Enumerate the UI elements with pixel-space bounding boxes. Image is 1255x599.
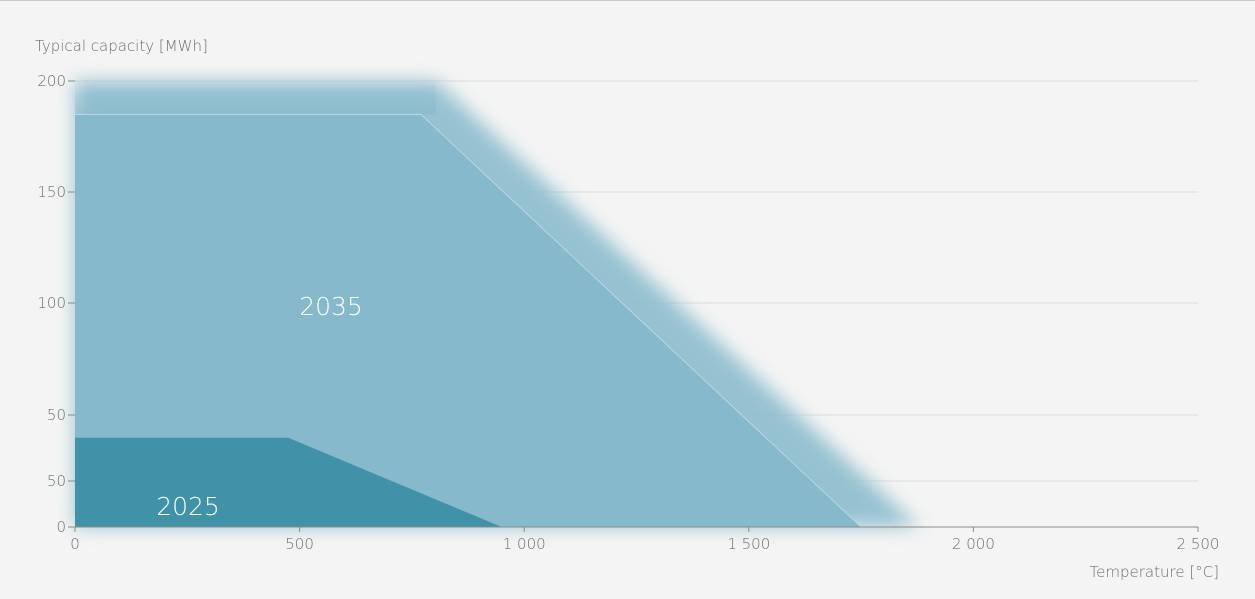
y-tick-label: 150 [37,183,66,201]
x-tick-label: 500 [285,535,314,553]
x-axis-title: Temperature [°C] [1090,563,1219,581]
y-tick-label: 100 [37,294,66,312]
area-2035-top-fade [75,81,436,115]
x-tick-label: 2 000 [952,535,995,553]
area-2025 [75,437,502,527]
y-tick-label: 50 [47,406,66,424]
y-tick-label: 50 [47,472,66,490]
x-tick-label: 0 [70,535,80,553]
y-tick-label: 200 [37,72,66,90]
series-label-2035: 2035 [299,292,363,321]
area-2035-edge [75,114,862,528]
series-label-2025: 2025 [156,492,220,521]
x-tick-label: 1 500 [727,535,770,553]
y-axis-title: Typical capacity [MWh] [35,37,208,55]
x-tick-label: 1 000 [503,535,546,553]
x-tick-label: 2 500 [1177,535,1220,553]
y-tick-label: 0 [56,518,66,536]
area-2035 [75,114,862,527]
